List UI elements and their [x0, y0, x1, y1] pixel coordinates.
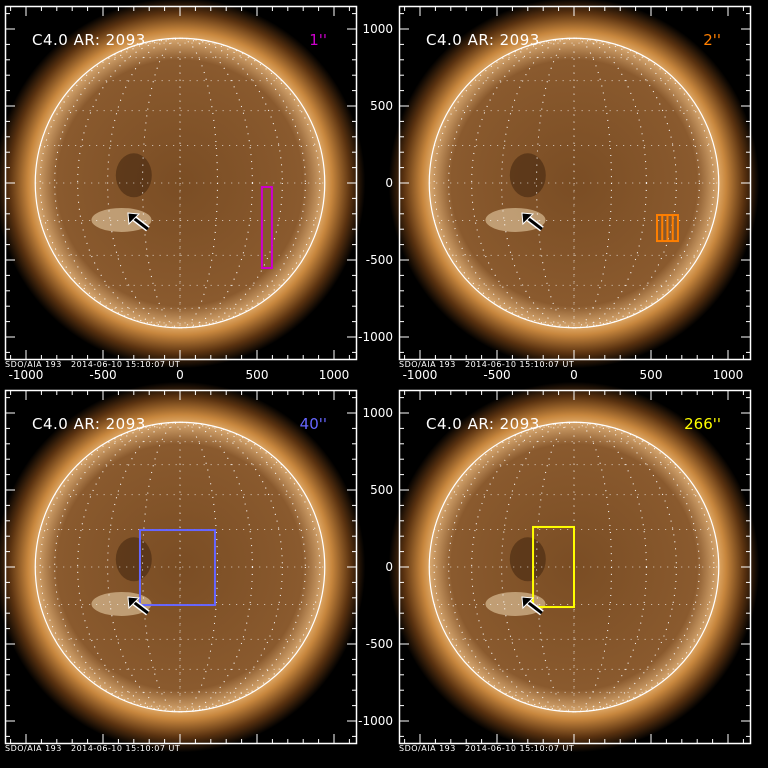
- x-tick-label: 500: [245, 368, 269, 382]
- coronal-hole: [509, 153, 546, 198]
- panel-image: [0, 381, 366, 753]
- x-tick-label: 0: [570, 368, 578, 382]
- size-label: 266'': [684, 415, 721, 433]
- grid-longitude: [471, 421, 677, 713]
- instrument-footer: SDO/AIA 193 2014-06-10 15:10:07 UT: [5, 744, 181, 753]
- panel-title: C4.0 AR: 2093: [32, 31, 146, 49]
- limb: [34, 421, 326, 713]
- grid-longitude: [77, 37, 283, 329]
- limb: [428, 37, 720, 329]
- x-tick-label: 0: [176, 368, 184, 382]
- y-tick-label: 500: [370, 99, 393, 113]
- grid-longitude: [433, 421, 715, 713]
- sun-panel-2: C4.0 AR: 2093 2'' SDO/AIA 193 2014-06-10 1…: [358, 0, 760, 382]
- y-tick-label: -500: [365, 637, 393, 651]
- size-label: 2'': [703, 31, 721, 49]
- x-tick-label: -1000: [402, 368, 438, 382]
- x-tick-label: -1000: [8, 368, 44, 382]
- x-tick-label: 1000: [712, 368, 744, 382]
- y-tick-label: -1000: [358, 714, 393, 728]
- grid-longitude: [471, 37, 677, 329]
- region-box: [532, 525, 575, 609]
- coronal-hole: [115, 153, 152, 198]
- x-tick-label: -500: [89, 368, 117, 382]
- y-tick-label: 0: [385, 560, 393, 574]
- grid-longitude: [142, 37, 218, 329]
- y-tick-label: -1000: [358, 330, 393, 344]
- grid-longitude: [39, 421, 321, 713]
- limb: [428, 421, 720, 713]
- region-box: [138, 529, 216, 607]
- instrument-footer: SDO/AIA 193 2014-06-10 15:10:07 UT: [5, 360, 181, 369]
- panel-title: C4.0 AR: 2093: [426, 31, 540, 49]
- sun-panel-3: C4.0 AR: 2093 40'' SDO/AIA 193 2014-06-10 …: [0, 381, 366, 753]
- grid-longitude: [142, 421, 218, 713]
- y-tick-label: 1000: [362, 406, 393, 420]
- x-tick-label: 500: [639, 368, 663, 382]
- size-label: 1'': [309, 31, 327, 49]
- panel-image: [388, 0, 760, 369]
- x-tick-label: 1000: [318, 368, 350, 382]
- coronal-hole: [509, 537, 546, 582]
- panel-title: C4.0 AR: 2093: [426, 415, 540, 433]
- sun-panel-4: C4.0 AR: 2093 266'' SDO/AIA 193 2014-06-10…: [358, 381, 760, 753]
- y-tick-label: 0: [385, 176, 393, 190]
- y-tick-label: 1000: [362, 22, 393, 36]
- grid-longitude: [39, 37, 321, 329]
- panel-image: [0, 0, 366, 369]
- instrument-footer: SDO/AIA 193 2014-06-10 15:10:07 UT: [399, 744, 575, 753]
- instrument-footer: SDO/AIA 193 2014-06-10 15:10:07 UT: [399, 360, 575, 369]
- x-tick-label: -500: [483, 368, 511, 382]
- region-box: [260, 186, 273, 270]
- y-tick-label: 500: [370, 483, 393, 497]
- y-tick-label: -500: [365, 253, 393, 267]
- arrow-icon: [127, 596, 150, 616]
- limb: [34, 37, 326, 329]
- size-label: 40'': [299, 415, 327, 433]
- sun-panel-1: C4.0 AR: 2093 1'' SDO/AIA 193 2014-06-10 1…: [0, 0, 366, 382]
- coronal-hole: [115, 537, 152, 582]
- arrow-icon: [521, 596, 544, 616]
- arrow-icon: [521, 212, 544, 232]
- arrow-icon: [127, 212, 150, 232]
- panel-title: C4.0 AR: 2093: [32, 415, 146, 433]
- panel-image: [388, 381, 760, 753]
- grid-longitude: [77, 421, 283, 713]
- grid-longitude: [433, 37, 715, 329]
